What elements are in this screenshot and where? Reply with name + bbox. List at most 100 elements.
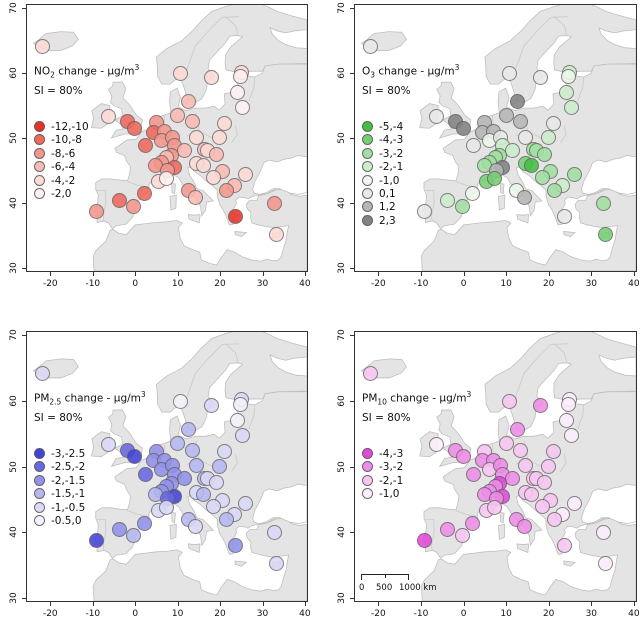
country-border [184,344,240,407]
si-label-o3: SI = 80% [362,85,411,97]
x-axis-label: 0 [132,609,139,619]
city-bubble-copenhagen [181,421,196,437]
x-axis-tick [135,602,137,606]
legend-bin-label: -8,-6 [51,147,76,160]
city-bubble-madrid [440,521,456,537]
legend-bin-label: -4,-2 [51,174,76,187]
y-axis-label: 60 [9,67,19,79]
y-axis-tick [22,400,26,402]
legend-item: -2,-1 [362,155,403,173]
x-axis-tick [177,602,179,606]
x-axis-label: 30 [256,609,269,619]
city-bubble-tallinn [232,397,248,413]
city-bubble-oslo [501,66,517,82]
y-axis-label: 40 [337,197,347,209]
y-axis-label: 70 [337,2,347,14]
city-bubble-hamburg [170,435,186,451]
legend-bin-label: -1,-0.5 [51,501,86,514]
city-bubble-hamburg [498,107,514,123]
x-axis-tick [633,272,635,276]
city-bubble-london [455,120,471,136]
x-axis-label: 10 [171,609,184,619]
x-axis-tick [220,272,221,276]
landmass-corsica [500,183,504,193]
city-bubble-stockholm [533,70,548,85]
landmass-crete [235,561,246,566]
city-bubble-sarajevo [205,170,221,186]
x-axis-label: -20 [42,279,58,289]
city-bubble-munich [505,142,521,158]
country-border [231,454,237,472]
y-axis-tick [22,597,26,599]
city-bubble-bucharest [238,495,254,511]
x-axis-tick [633,602,635,606]
city-bubble-prague [517,129,533,145]
legend-bin-label: -2.5,-2 [51,461,86,474]
legend-bin-label: -1,0 [379,174,400,187]
city-bubble-hamburg [170,107,186,123]
x-axis-tick [92,602,94,606]
y-axis-label: 40 [337,526,347,538]
legend-bin-label: -2,-1 [379,474,404,487]
y-axis-tick [350,400,354,402]
x-axis-tick [421,602,422,606]
x-axis-tick [220,602,221,606]
y-axis-tick [22,267,26,269]
city-bubble-tallinn [561,69,577,85]
country-border [578,405,584,429]
city-bubble-berlin [184,114,200,130]
city-bubble-nice [158,171,174,187]
y-axis-tick [22,8,26,10]
city-bubble-nice [158,500,174,516]
country-border [512,17,568,79]
city-bubble-valencia [126,528,142,544]
landmass-crete [564,231,575,236]
legend-item: -10,-8 [34,128,82,146]
x-axis-tick [50,602,52,606]
city-bubble-barcelona [465,515,481,531]
legend-swatch [362,214,373,226]
pollutant-name: NO [34,65,51,78]
legend-bin-label: -2,0 [51,188,72,200]
landmass-afrmid [93,189,307,271]
city-bubble-prague [188,458,204,474]
x-axis-label: -10 [413,279,429,289]
city-bubble-oslo [173,66,189,82]
landmass-crete [564,561,575,566]
legend-item: -0.5,0 [34,509,82,527]
legend-item: -1.5,-1 [34,482,85,500]
x-axis-tick [591,602,593,606]
legend-bin-label: -12,-10 [51,121,89,133]
x-axis-label: 10 [500,279,512,289]
city-bubble-nicosia [269,226,285,242]
legend-bin-label: -4,-3 [379,448,404,460]
city-bubble-valencia [126,198,142,214]
sea-whitesea [599,355,636,376]
legend-item: -4,-2 [34,169,75,187]
x-axis-label: 30 [256,279,269,289]
city-bubble-ankara [267,525,283,541]
country-border [560,126,566,144]
city-bubble-paris [466,137,482,153]
title-units: change - µg/m [375,65,455,78]
city-bubble-lisbon [88,533,104,549]
scale-bar-tick [408,574,409,580]
city-bubble-madrid [440,192,456,208]
scale-bar-label: 0 [359,583,365,593]
landmass-sicily [517,544,529,553]
legend-swatch [34,121,45,132]
city-bubble-athens [557,208,573,224]
landmass-sicily [188,544,200,553]
city-bubble-berlin [184,442,200,458]
legend-item: -5,-4 [362,115,403,133]
city-bubble-nicosia [598,556,614,572]
x-axis-label: 0 [460,609,467,619]
country-border [226,17,238,36]
city-bubble-naples [516,189,532,205]
y-axis-tick [22,202,26,204]
city-bubble-munich [176,471,192,487]
x-axis-tick [421,272,422,276]
country-border [426,520,435,551]
landmass-afrmid [421,518,636,601]
